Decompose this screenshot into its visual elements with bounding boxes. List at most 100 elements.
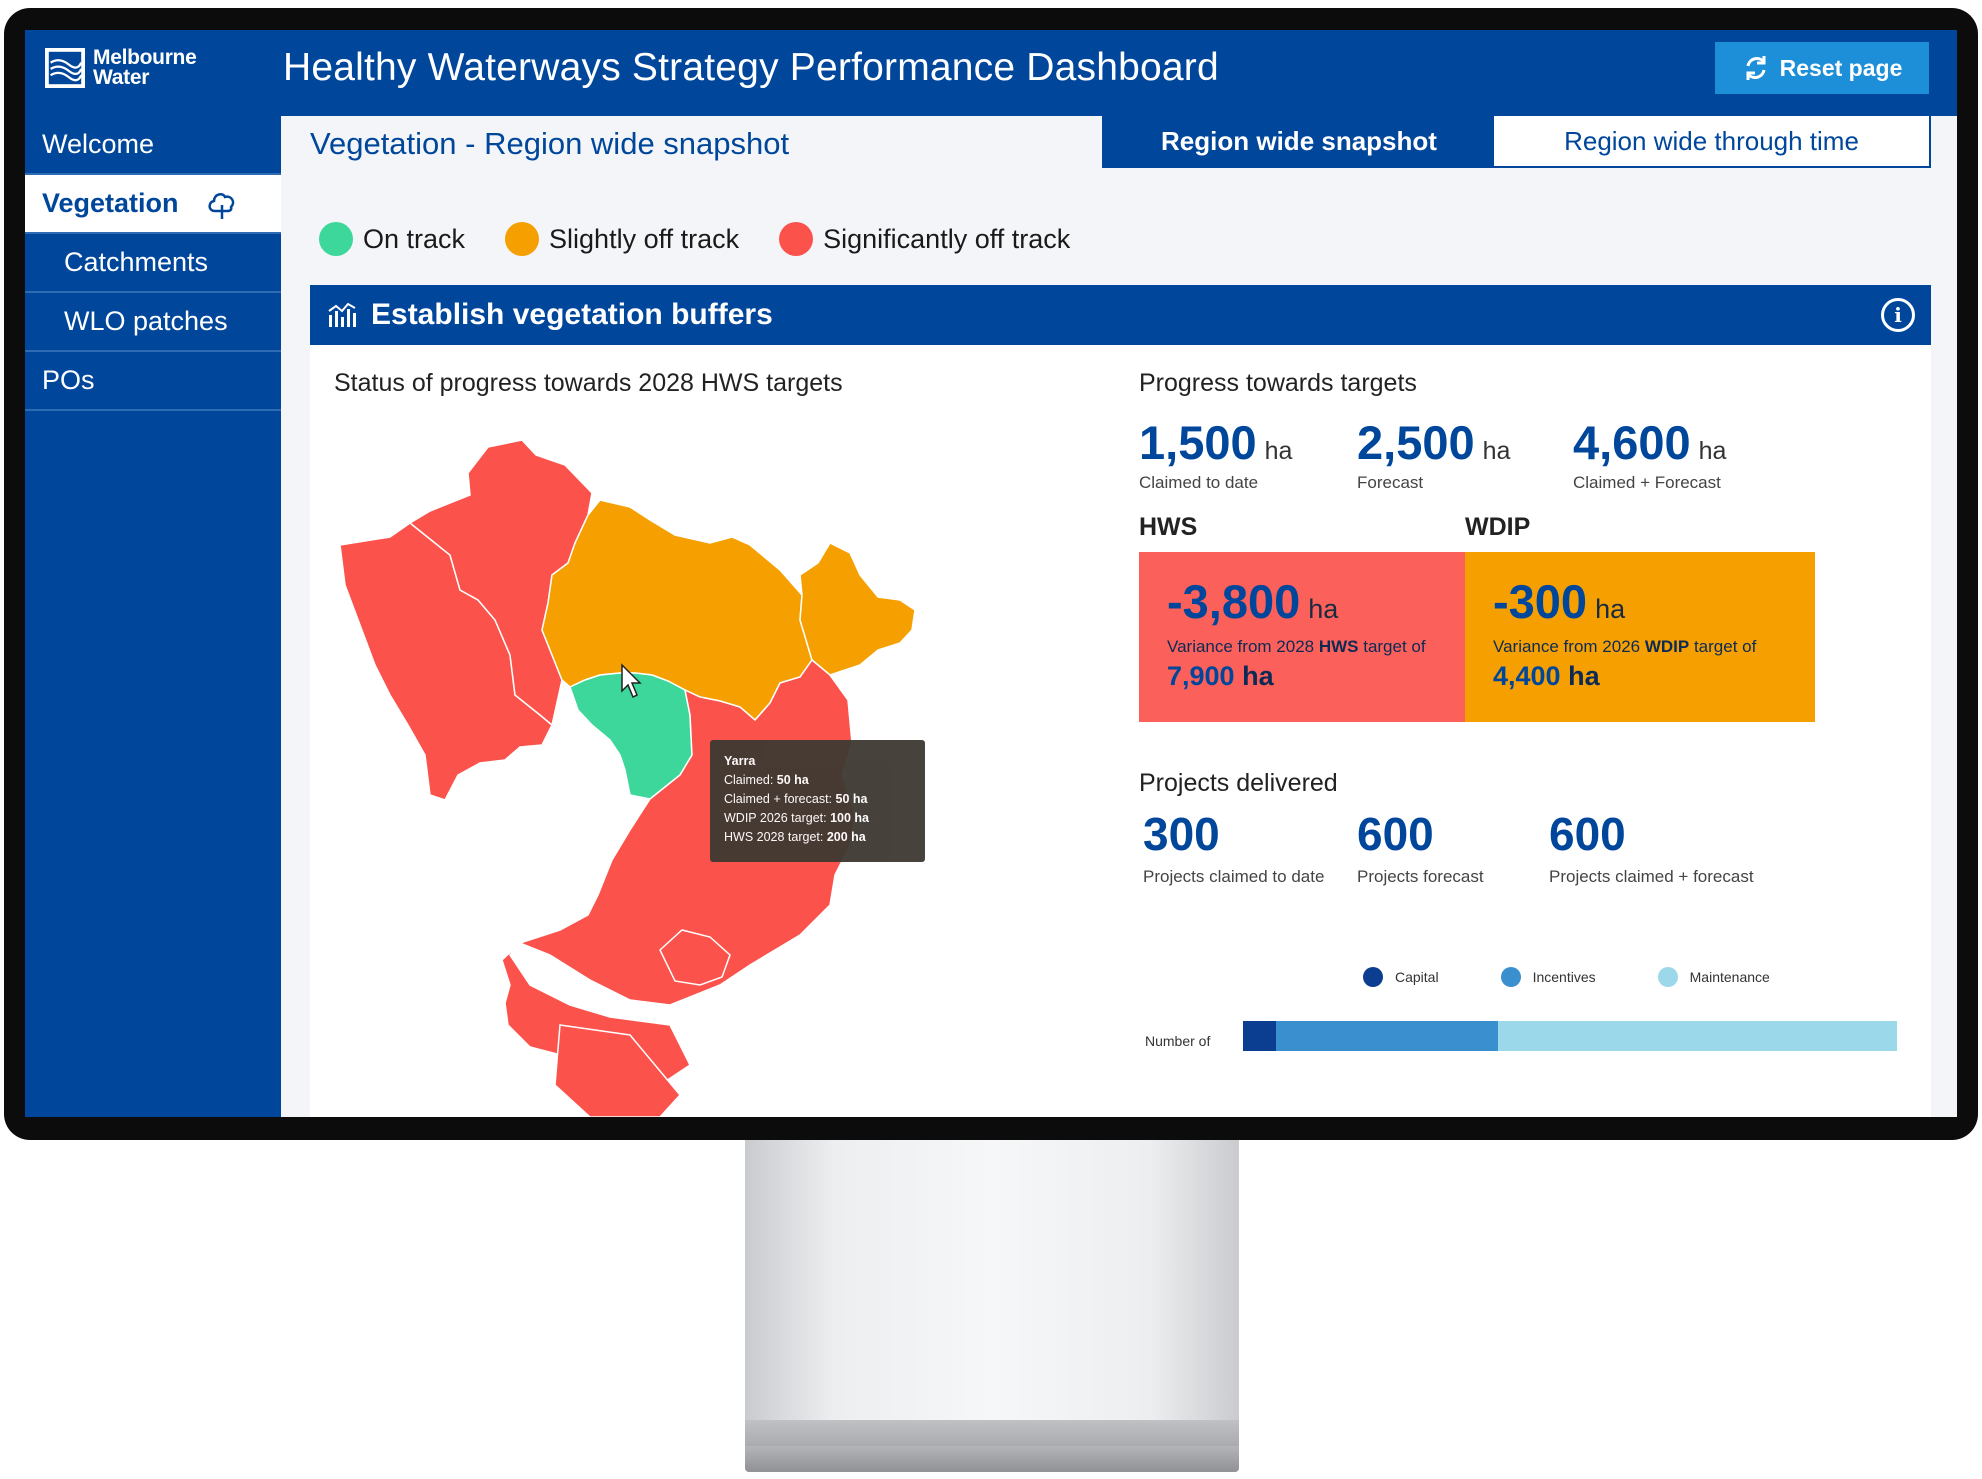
- forecast-caption: Forecast: [1357, 473, 1424, 492]
- sidebar-item-catchments[interactable]: Catchments: [25, 234, 281, 293]
- legend-item-on-track: On track: [319, 222, 465, 256]
- wdip-variance-card: -300 ha Variance from 2026 WDIP target of…: [1465, 552, 1815, 722]
- sidebar-item-label: POs: [42, 365, 95, 395]
- legend-label: Significantly off track: [823, 223, 1071, 254]
- metrics-panel: Progress towards targets 1,500 ha Claimed…: [1135, 345, 1925, 1117]
- region-tooltip: Yarra Claimed: 50 ha Claimed + forecast:…: [710, 740, 925, 862]
- sidebar-item-welcome[interactable]: Welcome: [25, 116, 281, 175]
- legend-label: Incentives: [1532, 969, 1596, 985]
- projects-claimed-forecast-caption: Projects claimed + forecast: [1549, 867, 1754, 886]
- stacked-bar-segment-capital[interactable]: [1243, 1021, 1276, 1051]
- hws-variance-unit: ha: [1308, 594, 1339, 624]
- stacked-bar-segment-maintenance[interactable]: [1498, 1021, 1897, 1051]
- sidebar-item-pos[interactable]: POs: [25, 352, 281, 411]
- projects-forecast-value: 600: [1357, 808, 1434, 860]
- legend-label: Capital: [1395, 969, 1439, 985]
- forecast-value: 2,500 ha: [1357, 416, 1511, 469]
- projects-claimed-forecast-stat: 600 Projects claimed + forecast: [1549, 807, 1754, 887]
- project-type-legend: Capital Incentives Maintenance: [1363, 967, 1770, 987]
- tab-region-wide-snapshot[interactable]: Region wide snapshot: [1104, 116, 1494, 166]
- waves-icon: [45, 48, 85, 88]
- legend-label: On track: [363, 223, 466, 254]
- map-region-east-orange[interactable]: [799, 542, 916, 676]
- wdip-variance-description: Variance from 2026 WDIP target of: [1493, 637, 1757, 656]
- section-header: Establish vegetation buffers i: [310, 285, 1931, 345]
- monitor-frame: Melbourne Water Healthy Waterways Strate…: [4, 8, 1978, 1140]
- sidebar-item-wlo-patches[interactable]: WLO patches: [25, 293, 281, 352]
- monitor-stand-base: [745, 1446, 1239, 1472]
- section-title: Establish vegetation buffers: [371, 298, 773, 331]
- claimed-to-date-caption: Claimed to date: [1139, 473, 1259, 492]
- on-track-dot-icon: [319, 222, 353, 256]
- view-toggle: Region wide snapshot Region wide through…: [1102, 114, 1931, 168]
- stacked-bar-segment-incentives[interactable]: [1275, 1021, 1499, 1051]
- projects-heading: Projects delivered: [1139, 769, 1338, 797]
- tooltip-hws-target: HWS 2028 target: 200 ha: [724, 830, 866, 844]
- wdip-variance-unit: ha: [1595, 594, 1626, 624]
- claimed-plus-forecast-caption: Claimed + Forecast: [1573, 473, 1721, 492]
- legend-item-capital: Capital: [1363, 967, 1439, 987]
- sidebar-item-vegetation[interactable]: Vegetation: [25, 175, 281, 234]
- hws-variance-card: -3,800 ha Variance from 2028 HWS target o…: [1139, 552, 1489, 722]
- legend-item-incentives: Incentives: [1500, 967, 1596, 987]
- sidebar-item-label: Welcome: [42, 129, 155, 159]
- status-legend: On track Slightly off track Significantl…: [319, 222, 1110, 256]
- logo-line-1: Melbourne: [93, 46, 197, 69]
- wdip-target-value: 4,400 ha: [1493, 661, 1600, 691]
- reset-page-label: Reset page: [1779, 54, 1903, 81]
- vegetation-buffers-card: Status of progress towards 2028 HWS targ…: [310, 345, 1931, 1117]
- sidebar-nav: Welcome Vegetation Catchments WLO patche…: [25, 116, 281, 1117]
- legend-label: Slightly off track: [549, 223, 740, 254]
- legend-item-slightly-off-track: Slightly off track: [505, 222, 739, 256]
- projects-claimed-value: 300: [1143, 808, 1220, 860]
- projects-forecast-stat: 600 Projects forecast: [1357, 807, 1484, 887]
- hws-target-value: 7,900 ha: [1167, 661, 1274, 691]
- legend-label: Maintenance: [1689, 969, 1770, 985]
- legend-item-significantly-off-track: Significantly off track: [779, 222, 1070, 256]
- sidebar-item-label: WLO patches: [64, 306, 228, 336]
- tree-icon: [207, 192, 234, 219]
- hws-heading: HWS: [1139, 513, 1198, 541]
- tooltip-region-name: Yarra: [724, 754, 756, 768]
- sidebar-item-label: Vegetation: [42, 188, 179, 218]
- incentives-dot-icon: [1500, 967, 1521, 987]
- wdip-variance-value: -300: [1493, 575, 1588, 628]
- mouse-cursor-icon: [621, 663, 642, 699]
- hws-variance-value: -3,800: [1167, 575, 1301, 628]
- claimed-plus-forecast-value: 4,600 ha: [1573, 416, 1727, 469]
- projects-claimed-stat: 300 Projects claimed to date: [1143, 807, 1324, 887]
- hws-variance-description: Variance from 2028 HWS target of: [1167, 637, 1426, 656]
- sidebar-item-label: Catchments: [64, 247, 209, 277]
- tooltip-claimed-forecast: Claimed + forecast: 50 ha: [724, 792, 868, 806]
- capital-dot-icon: [1363, 967, 1383, 987]
- progress-heading: Progress towards targets: [1139, 369, 1417, 397]
- logo-line-2: Water: [93, 66, 150, 89]
- map-region-bay-island[interactable]: [659, 929, 731, 986]
- refresh-icon: [1746, 56, 1766, 80]
- bar-chart-icon: [328, 302, 356, 327]
- tooltip-claimed: Claimed: 50 ha: [724, 773, 809, 787]
- slightly-off-track-dot-icon: [505, 222, 540, 256]
- top-bar: Melbourne Water Healthy Waterways Strate…: [25, 30, 1957, 116]
- app-title: Healthy Waterways Strategy Performance D…: [283, 46, 1219, 89]
- melbourne-water-logo: Melbourne Water: [45, 46, 197, 89]
- app-screen: Melbourne Water Healthy Waterways Strate…: [25, 30, 1957, 1117]
- projects-claimed-caption: Projects claimed to date: [1143, 867, 1325, 886]
- tab-region-wide-through-time[interactable]: Region wide through time: [1494, 116, 1929, 166]
- significantly-off-track-dot-icon: [779, 222, 814, 256]
- map-region-peninsula[interactable]: [554, 1024, 681, 1117]
- legend-item-maintenance: Maintenance: [1657, 967, 1770, 987]
- project-stacked-bar: [1243, 1021, 1897, 1051]
- map-heading: Status of progress towards 2028 HWS targ…: [334, 369, 843, 397]
- tooltip-wdip-target: WDIP 2026 target: 100 ha: [724, 811, 869, 825]
- projects-claimed-forecast-value: 600: [1549, 808, 1626, 860]
- page-title: Vegetation - Region wide snapshot: [310, 126, 790, 161]
- monitor-stand: [745, 1140, 1239, 1446]
- wdip-heading: WDIP: [1465, 513, 1531, 541]
- claimed-to-date-value: 1,500 ha: [1139, 416, 1293, 469]
- reset-page-button[interactable]: Reset page: [1715, 42, 1929, 94]
- projects-forecast-caption: Projects forecast: [1357, 867, 1484, 886]
- stacked-bar-label: Number of: [1145, 1033, 1211, 1049]
- info-icon[interactable]: i: [1881, 298, 1915, 332]
- maintenance-dot-icon: [1657, 967, 1678, 987]
